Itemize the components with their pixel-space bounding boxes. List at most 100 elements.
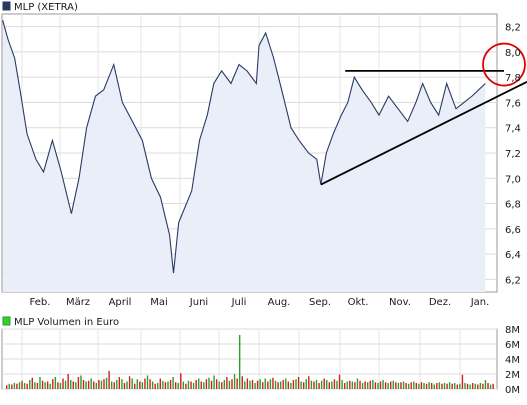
volume-bar [95,383,98,389]
volume-bar [29,380,31,389]
price-y-tick-label: 6,4 [505,250,521,261]
volume-legend: MLP Volumen in Euro [2,316,119,328]
volume-bar [310,380,313,389]
volume-bar [72,381,74,389]
price-y-tick-label: 8,2 [505,23,521,34]
price-x-axis-ticks: Feb. März April Mai Juni Juli Aug. Sep. Okt. Nov.… [30,297,490,308]
volume-bar [192,383,195,389]
volume-bar [456,384,459,389]
volume-bar [438,382,441,389]
volume-bar [433,384,435,389]
volume-bar [436,383,438,389]
volume-bar [256,380,259,389]
volume-bar [318,383,320,389]
volume-bar [238,335,241,389]
volume-bar [282,380,284,389]
volume-bar [164,382,167,389]
volume-bar [379,381,382,389]
volume-bar [333,379,336,389]
price-line [2,20,486,274]
volume-bar [341,380,343,389]
volume-bar [469,384,471,389]
volume-bar [487,383,489,389]
volume-bar [405,383,407,389]
volume-bar [174,382,177,389]
volume-y-axis-ticks: 0M 2M 4M 6M 8M [505,325,520,396]
volume-bar [108,371,110,389]
volume-bar [300,381,302,389]
volume-bar [180,373,182,389]
volume-bar [274,380,277,389]
volume-bar [151,381,154,389]
volume-bar [454,383,456,389]
volume-bar [149,379,151,389]
volume-bar [177,383,179,389]
volume-bar [82,380,85,389]
volume-bars [6,335,494,389]
volume-bar [415,383,418,389]
volume-bar [221,382,223,389]
volume-bar [172,377,174,389]
price-x-tick-label: Sep. [309,297,331,308]
price-y-tick-label: 6,6 [505,225,521,236]
volume-bar [11,384,13,389]
volume-bar [471,383,474,389]
price-panel: 6,2 6,4 6,6 6,8 7,0 7,2 7,4 7,6 7,8 8,0 8,2 Feb. Mä… [1,13,527,308]
volume-bar [425,383,428,389]
volume-bar [41,380,44,389]
price-x-tick-label: Mai [150,297,168,308]
volume-bar [407,383,410,389]
volume-bar [136,379,138,389]
volume-bar [162,380,164,389]
price-legend-swatch [2,1,11,11]
volume-bar [6,385,8,389]
volume-bar [326,380,328,389]
volume-bar [402,381,405,389]
volume-bar [423,383,425,389]
volume-bar [90,378,92,389]
volume-bar [146,375,149,389]
price-x-tick-label: Juni [189,297,208,308]
volume-legend-swatch [2,316,11,326]
volume-y-tick-label: 2M [505,370,520,381]
volume-bar [372,380,374,389]
volume-bar [100,380,103,389]
volume-bar [384,382,387,389]
volume-bar [320,380,323,389]
volume-bar [236,378,238,389]
volume-bar [351,381,354,389]
volume-bar [141,382,144,389]
volume-bar [223,380,226,389]
volume-bar [331,381,333,389]
volume-bar [277,382,279,389]
volume-y-tick-label: 0M [505,385,520,396]
volume-bar [116,380,118,389]
volume-bar [110,381,113,389]
volume-bar [75,382,77,389]
price-y-tick-label: 7,0 [505,174,521,185]
volume-bar [466,383,469,389]
volume-bar [241,376,243,389]
volume-bar [484,380,487,389]
volume-bar [16,383,18,389]
volume-bar [451,383,453,389]
volume-bar [144,378,146,389]
price-y-tick-label: 6,2 [505,275,521,286]
volume-bar [443,383,446,389]
volume-bar [343,383,346,389]
highlight-circle [482,42,526,87]
volume-bar [159,378,162,389]
price-x-tick-label: März [66,297,90,308]
volume-bar [44,382,46,389]
volume-bar [36,383,39,389]
volume-bar [323,378,325,389]
volume-bar [428,382,430,389]
volume-bar [93,381,95,389]
volume-bar [336,380,338,389]
volume-bar [430,383,433,389]
volume-bar [54,377,57,389]
volume-bar [98,380,100,389]
volume-bar [113,382,115,389]
price-x-tick-label: Jan. [470,297,490,308]
volume-bar [139,381,141,389]
